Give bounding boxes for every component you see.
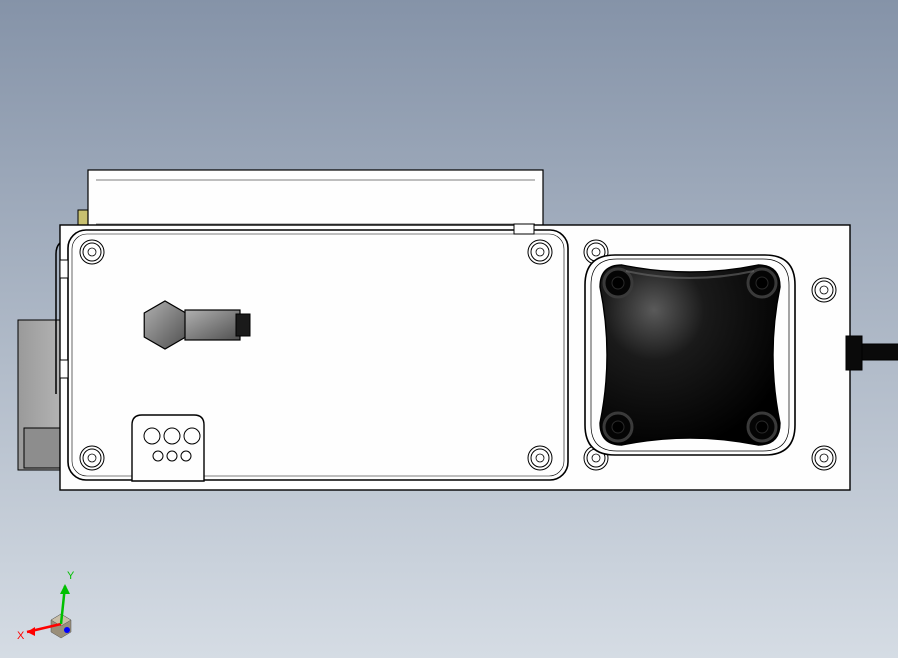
screw: [528, 446, 552, 470]
cable-strain-relief: [846, 336, 862, 370]
screw: [812, 278, 836, 302]
screw: [80, 446, 104, 470]
x-axis-label: X: [17, 630, 24, 642]
screw: [528, 240, 552, 264]
y-axis-label: Y: [67, 570, 74, 582]
top-rail: [88, 170, 543, 230]
cad-viewport[interactable]: X Y: [0, 0, 898, 658]
screw: [812, 446, 836, 470]
screw: [80, 240, 104, 264]
connector-cutout: [132, 415, 204, 481]
cable: [862, 344, 898, 360]
cad-model[interactable]: [0, 0, 898, 658]
axis-triad[interactable]: X Y: [15, 568, 95, 648]
